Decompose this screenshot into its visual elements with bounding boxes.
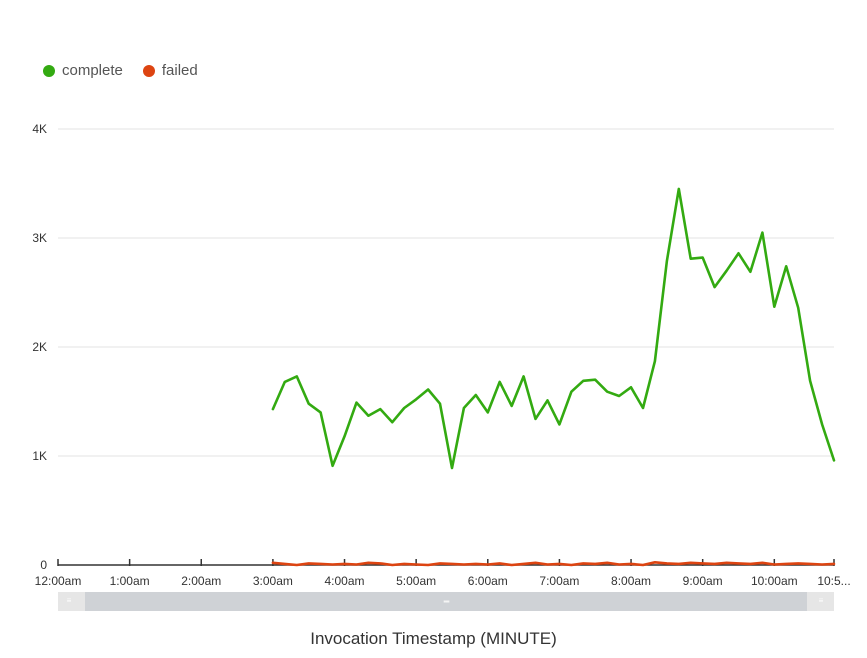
x-tick-label: 10:00am <box>751 574 798 588</box>
legend-label-failed: failed <box>161 62 198 79</box>
x-tick-label: 3:00am <box>253 574 293 588</box>
y-tick-label: 0 <box>40 558 47 572</box>
time-range-scrollbar[interactable]: ≡ ▪▪▪ ≡ <box>58 592 834 611</box>
legend-marker-complete <box>43 64 55 77</box>
x-tick-label: 9:00am <box>683 574 723 588</box>
scrollbar-right-handle[interactable]: ≡ <box>818 596 824 605</box>
x-tick-label: 4:00am <box>325 574 365 588</box>
y-tick-label: 1K <box>32 449 47 463</box>
y-tick-label: 2K <box>32 340 47 354</box>
series-line-failed[interactable] <box>271 560 836 567</box>
legend: complete failed <box>43 62 198 79</box>
x-tick-label: 2:00am <box>181 574 221 588</box>
x-tick-label: 7:00am <box>539 574 579 588</box>
x-tick-label: 5:00am <box>396 574 436 588</box>
legend-item-complete[interactable]: complete <box>43 62 123 79</box>
y-tick-label: 4K <box>32 122 47 136</box>
series-line-complete[interactable] <box>271 187 836 470</box>
x-tick-label: 12:00am <box>35 574 82 588</box>
legend-label-complete: complete <box>62 62 123 79</box>
x-tick-label: 6:00am <box>468 574 508 588</box>
scrollbar-grip-icon: ▪▪▪ <box>443 597 449 606</box>
x-axis-title: Invocation Timestamp (MINUTE) <box>310 629 557 648</box>
legend-item-failed[interactable]: failed <box>142 62 198 79</box>
y-tick-label: 3K <box>32 231 47 245</box>
legend-marker-failed <box>142 64 155 77</box>
scrollbar-left-handle[interactable]: ≡ <box>66 596 72 605</box>
x-tick-label: 8:00am <box>611 574 651 588</box>
scrollbar-thumb[interactable]: ▪▪▪ <box>85 592 807 611</box>
x-tick-label: 10:5... <box>817 574 850 588</box>
x-tick-label: 1:00am <box>110 574 150 588</box>
